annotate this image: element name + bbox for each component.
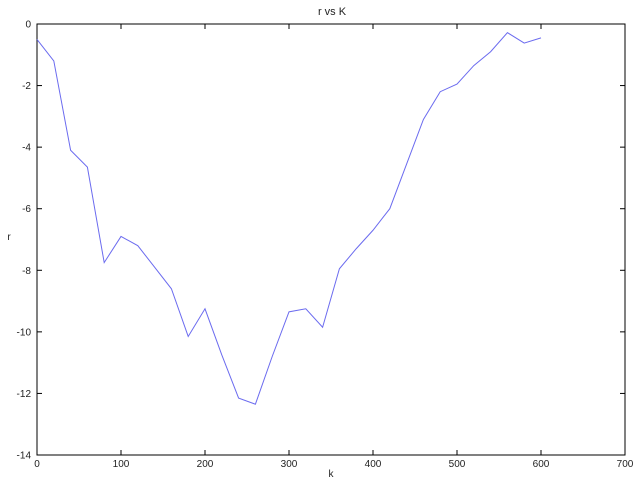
x-tick-label: 100 — [113, 459, 130, 470]
series-line-0 — [36, 31, 542, 405]
x-tick-label: 300 — [281, 459, 298, 470]
y-tick-label: -4 — [22, 143, 31, 154]
x-axis-ticks: 0 100 200 300 400 500 600 700 — [34, 24, 634, 470]
x-tick-label: 0 — [34, 459, 40, 470]
y-axis-ticks: 0 -2 -4 -6 -8 -10 -12 -14 — [17, 20, 625, 462]
y-tick-label: -14 — [17, 451, 32, 462]
plot-frame — [36, 23, 626, 456]
y-tick-label: -8 — [22, 266, 31, 277]
x-tick-label: 600 — [533, 459, 550, 470]
y-tick-label: -6 — [22, 204, 31, 215]
y-tick-label: -10 — [17, 327, 32, 338]
x-tick-label: 400 — [365, 459, 382, 470]
series-layer — [36, 31, 542, 405]
chart-title: r vs K — [318, 6, 347, 18]
x-tick-label: 500 — [449, 459, 466, 470]
y-tick-label: -2 — [22, 81, 31, 92]
y-tick-label: 0 — [25, 20, 31, 31]
y-tick-label: -12 — [17, 389, 32, 400]
x-tick-label: 200 — [197, 459, 214, 470]
x-axis-label: k — [329, 469, 335, 480]
y-axis-label: r — [7, 232, 11, 243]
x-tick-label: 700 — [617, 459, 634, 470]
